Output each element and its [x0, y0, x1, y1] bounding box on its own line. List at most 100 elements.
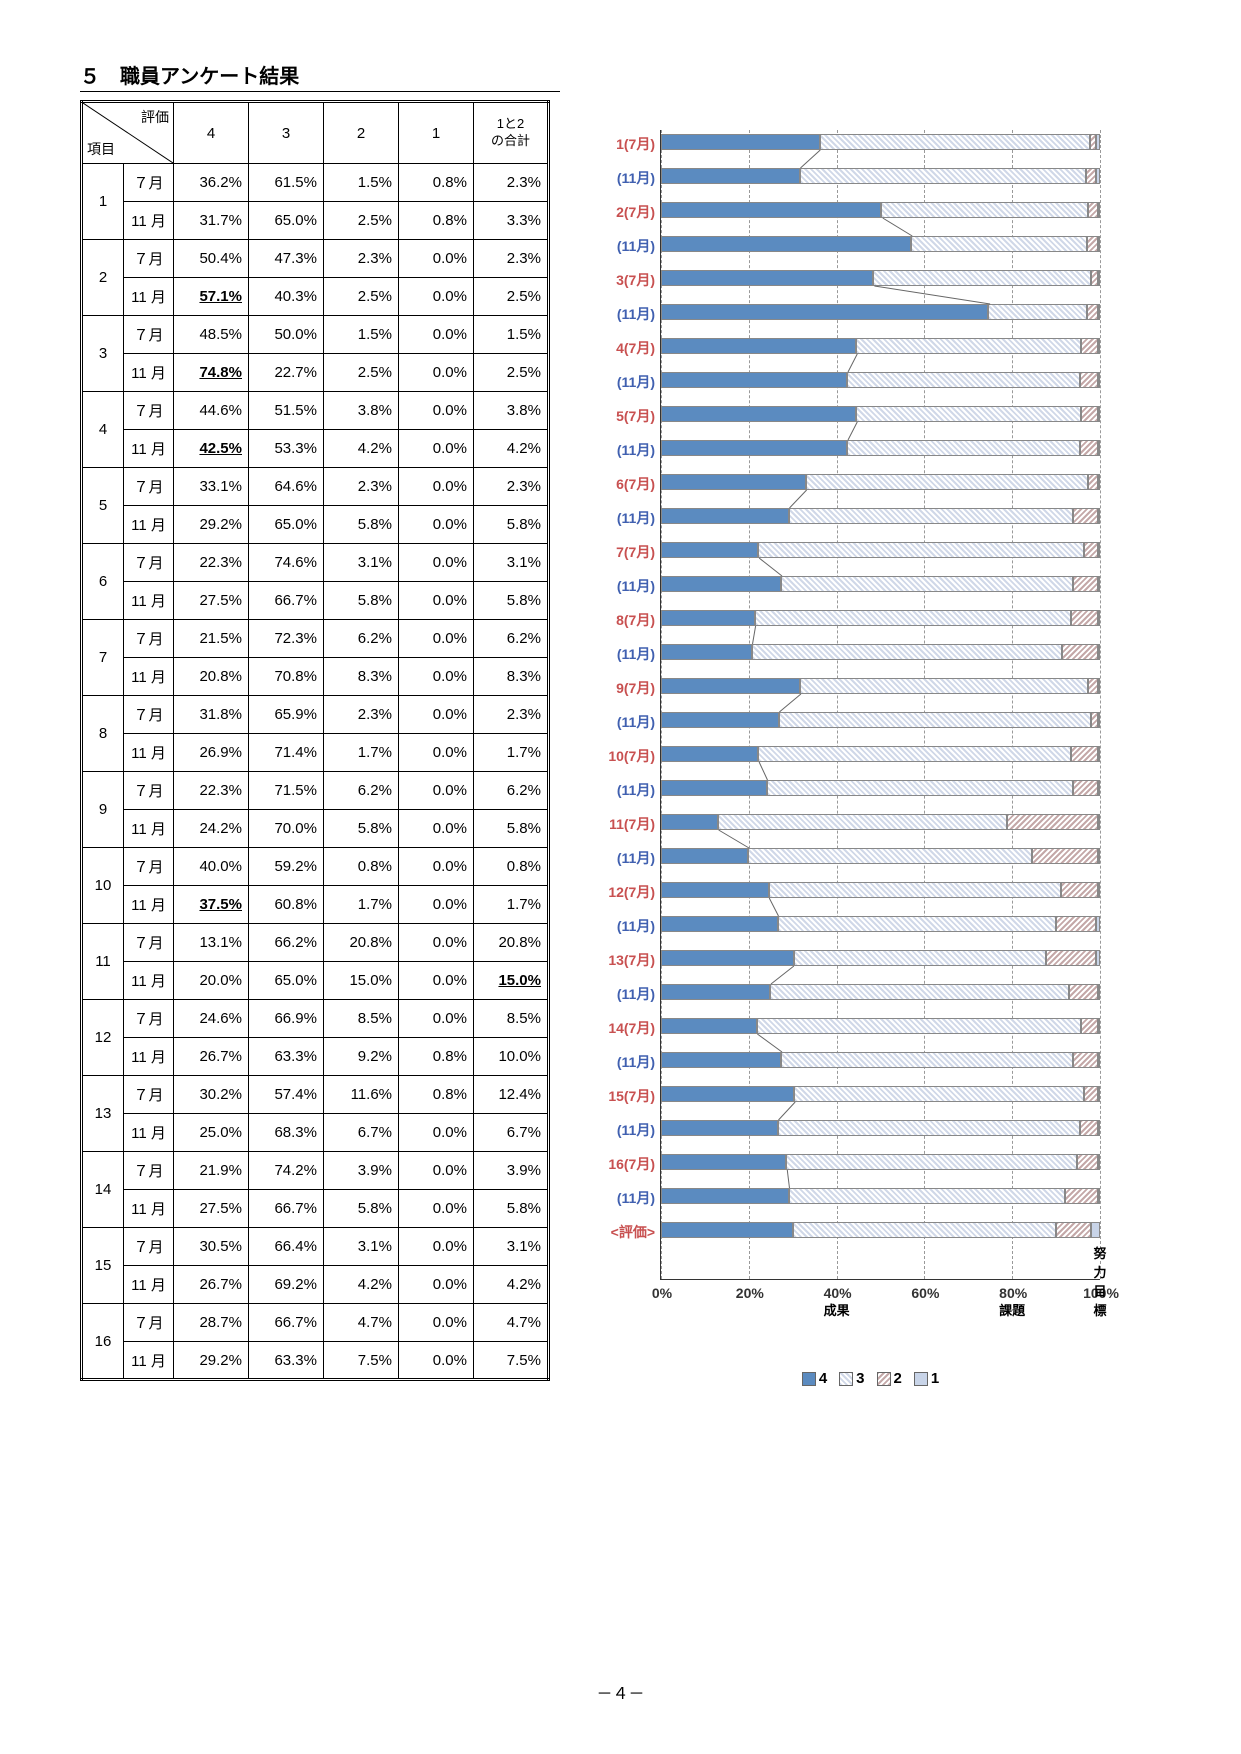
- bar-segment: [1080, 372, 1098, 388]
- bar-segment: [661, 1018, 757, 1034]
- table-cell: 30.5%: [174, 1228, 249, 1266]
- table-cell: 6.7%: [474, 1114, 549, 1152]
- item-cell: 4: [82, 392, 124, 468]
- bar-segment: [1065, 1188, 1098, 1204]
- bar-segment: [1032, 848, 1098, 864]
- bar-segment: [800, 168, 1085, 184]
- table-row: 11 月26.7%63.3%9.2%0.8%10.0%: [82, 1038, 549, 1076]
- bar-segment: [767, 780, 1073, 796]
- legend-swatch: [914, 1372, 928, 1386]
- table-cell: 0.0%: [399, 734, 474, 772]
- table-row: 11 月74.8%22.7%2.5%0.0%2.5%: [82, 354, 549, 392]
- item-cell: 16: [82, 1304, 124, 1380]
- table-cell: 65.0%: [249, 202, 324, 240]
- table-cell: 0.0%: [399, 924, 474, 962]
- table-cell: 36.2%: [174, 164, 249, 202]
- bar-segment: [661, 814, 718, 830]
- table-row: 11 月25.0%68.3%6.7%0.0%6.7%: [82, 1114, 549, 1152]
- x-tick-label: 80%: [999, 1285, 1027, 1301]
- bar-segment: [1056, 1222, 1091, 1238]
- table-row: 3７月48.5%50.0%1.5%0.0%1.5%: [82, 316, 549, 354]
- bar-segment: [1077, 1154, 1098, 1170]
- table-cell: 7.5%: [474, 1342, 549, 1380]
- legend-item: 3: [839, 1370, 864, 1387]
- hdr-item-text: 項目: [87, 139, 115, 159]
- bar-segment: [856, 406, 1081, 422]
- bar-row: 15(7月): [661, 1086, 1100, 1102]
- hdr-col-4: 4: [174, 102, 249, 164]
- bar-label: 14(7月): [576, 1018, 661, 1038]
- table-cell: 8.3%: [474, 658, 549, 696]
- bar-segment: [1088, 678, 1098, 694]
- table-cell: 0.8%: [324, 848, 399, 886]
- bar-row: 1(7月): [661, 134, 1100, 150]
- table-cell: ７月: [124, 1304, 174, 1342]
- table-cell: ７月: [124, 468, 174, 506]
- bar-segment: [881, 202, 1088, 218]
- table-row: 16７月28.7%66.7%4.7%0.0%4.7%: [82, 1304, 549, 1342]
- bar-segment: [789, 1188, 1066, 1204]
- bar-segment: [769, 882, 1061, 898]
- bar-segment: [661, 236, 911, 252]
- bar-label: (11月): [576, 984, 661, 1004]
- table-cell: 1.5%: [324, 164, 399, 202]
- table-cell: 0.8%: [399, 1076, 474, 1114]
- table-row: 11 月37.5%60.8%1.7%0.0%1.7%: [82, 886, 549, 924]
- bar-segment: [1098, 236, 1100, 252]
- table-cell: 0.0%: [399, 1000, 474, 1038]
- bar-row: (11月): [661, 712, 1100, 728]
- bar-row: (11月): [661, 168, 1100, 184]
- table-cell: 66.9%: [249, 1000, 324, 1038]
- bar-segment: [661, 610, 755, 626]
- bar-segment: [781, 1052, 1072, 1068]
- bar-segment: [1096, 916, 1100, 932]
- item-cell: 11: [82, 924, 124, 1000]
- table-cell: 63.3%: [249, 1038, 324, 1076]
- bar-label: (11月): [576, 712, 661, 732]
- table-row: 14７月21.9%74.2%3.9%0.0%3.9%: [82, 1152, 549, 1190]
- table-cell: 0.0%: [399, 506, 474, 544]
- table-cell: 13.1%: [174, 924, 249, 962]
- bar-segment: [1087, 304, 1098, 320]
- bar-segment: [1081, 1018, 1098, 1034]
- bar-row: 12(7月): [661, 882, 1100, 898]
- bar-segment: [1081, 406, 1098, 422]
- bar-segment: [789, 508, 1073, 524]
- table-cell: 71.4%: [249, 734, 324, 772]
- item-cell: 12: [82, 1000, 124, 1076]
- bar-label: 1(7月): [576, 134, 661, 154]
- table-cell: 0.0%: [399, 278, 474, 316]
- bar-segment: [847, 440, 1080, 456]
- legend-swatch: [802, 1372, 816, 1386]
- table-cell: 40.0%: [174, 848, 249, 886]
- bar-row: (11月): [661, 236, 1100, 252]
- bar-label: 8(7月): [576, 610, 661, 630]
- bar-segment: [1098, 440, 1100, 456]
- table-row: 11 月20.8%70.8%8.3%0.0%8.3%: [82, 658, 549, 696]
- table-cell: 0.0%: [399, 1342, 474, 1380]
- bar-label: 3(7月): [576, 270, 661, 290]
- bar-segment: [1098, 882, 1100, 898]
- x-tick-label: 20%: [736, 1285, 764, 1301]
- table-cell: 0.0%: [399, 848, 474, 886]
- bar-row: (11月): [661, 508, 1100, 524]
- table-cell: 44.6%: [174, 392, 249, 430]
- bar-segment: [1098, 406, 1100, 422]
- table-cell: 57.1%: [174, 278, 249, 316]
- bar-segment: [786, 1154, 1077, 1170]
- table-cell: 2.5%: [324, 202, 399, 240]
- table-cell: 40.3%: [249, 278, 324, 316]
- bar-label: (11月): [576, 508, 661, 528]
- table-cell: 11 月: [124, 354, 174, 392]
- table-cell: 42.5%: [174, 430, 249, 468]
- bar-segment: [1007, 814, 1098, 830]
- bar-segment: [1098, 1052, 1100, 1068]
- bar-segment: [1071, 746, 1098, 762]
- bar-row: (11月): [661, 644, 1100, 660]
- header-row: 評価 項目 4 3 2 1 1と2 の合計: [82, 102, 549, 164]
- table-row: 12７月24.6%66.9%8.5%0.0%8.5%: [82, 1000, 549, 1038]
- table-cell: 7.5%: [324, 1342, 399, 1380]
- table-cell: 0.0%: [399, 240, 474, 278]
- bar-row: 16(7月): [661, 1154, 1100, 1170]
- table-cell: 53.3%: [249, 430, 324, 468]
